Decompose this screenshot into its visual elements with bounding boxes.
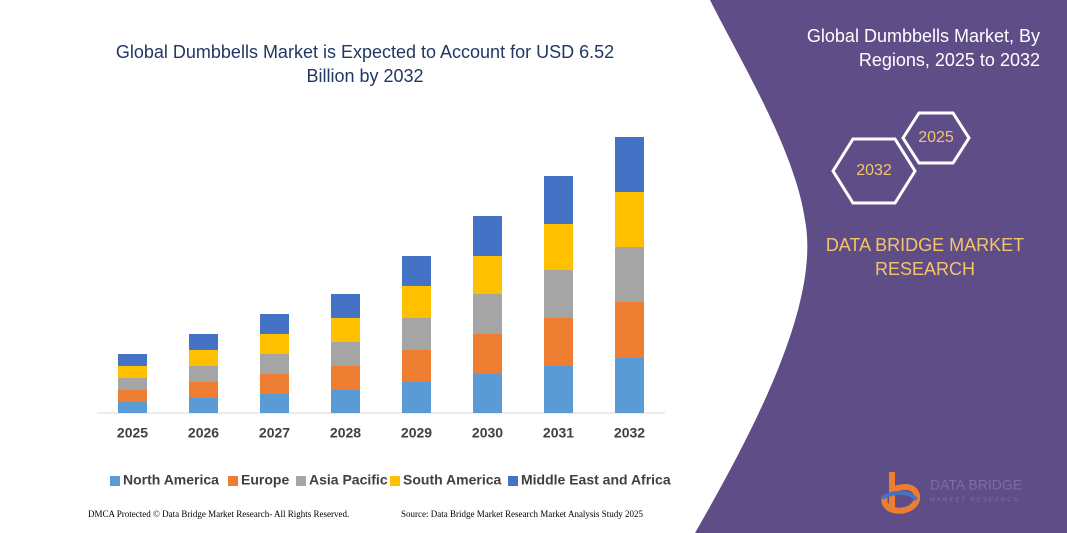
hex-label: 2032 [856,162,892,179]
logo-name: DATA BRIDGE [930,477,1022,493]
bar-segment [615,247,644,302]
bar-segment [402,382,431,413]
bar-segment [473,334,502,374]
legend-swatch [110,476,120,486]
hexagon [901,111,971,165]
x-tick-label: 2031 [543,425,574,441]
bar-segment [402,350,431,382]
bar-segment [118,390,147,402]
bar-segment [544,366,573,413]
bar-segment [189,334,218,350]
hex-label: 2025 [918,129,954,146]
side-panel [695,0,1067,533]
bar-segment [189,366,218,382]
bar-segment [544,318,573,366]
bar-segment [473,374,502,413]
brand: DATA BRIDGE MARKET RESEARCH [825,235,1025,279]
chart-title: Global Dumbbells Market is Expected to A… [115,42,615,86]
bar-segment [118,402,147,413]
bar-segment [260,394,289,413]
bar-segment [402,318,431,350]
bar-segment [331,390,360,413]
bar-segment [615,302,644,358]
logo-tagline: MARKET RESEARCH [930,498,1020,504]
bar-segment [260,374,289,394]
bar-segment [260,354,289,374]
bar-segment [473,216,502,256]
x-tick-label: 2032 [614,425,645,441]
bar-segment [118,366,147,378]
x-tick-label: 2028 [330,425,361,441]
bar-segment [189,350,218,366]
bar-segment [615,137,644,192]
bar-segment [331,318,360,342]
bar-segment [331,366,360,390]
logo-mark [881,472,921,514]
x-tick-label: 2027 [259,425,290,441]
hexagon [831,137,917,205]
legend-label: Europe [241,472,289,488]
bar-segment [189,382,218,398]
bar-segment [260,334,289,354]
bar-segment [260,314,289,334]
panel-title: Global Dumbbells Market, By Regions, 202… [806,26,1040,70]
legend-label: South America [403,472,501,488]
bar-segment [118,354,147,366]
x-tick-label: 2030 [472,425,503,441]
bar-segment [544,224,573,270]
legend-label: Asia Pacific [309,472,388,488]
logo-mark [880,491,918,502]
bar-segment [473,256,502,294]
legend-swatch [390,476,400,486]
bar-segment [189,398,218,413]
legend-swatch [508,476,518,486]
footer-right: Source: Data Bridge Market Research Mark… [401,509,643,519]
x-tick-label: 2026 [188,425,219,441]
legend-swatch [228,476,238,486]
bar-segment [402,256,431,286]
bar-segment [544,270,573,318]
bar-segment [402,286,431,318]
footer-left: DMCA Protected © Data Bridge Market Rese… [88,509,349,519]
bar-segment [331,294,360,318]
bar-segment [118,378,147,390]
legend-swatch [296,476,306,486]
bar-segment [331,342,360,366]
bar-segment [473,294,502,334]
bar-segment [544,176,573,224]
legend-label: North America [123,472,219,488]
bar-segment [615,358,644,413]
legend-label: Middle East and Africa [521,472,671,488]
x-tick-label: 2029 [401,425,432,441]
bar-segment [615,192,644,247]
x-tick-label: 2025 [117,425,148,441]
